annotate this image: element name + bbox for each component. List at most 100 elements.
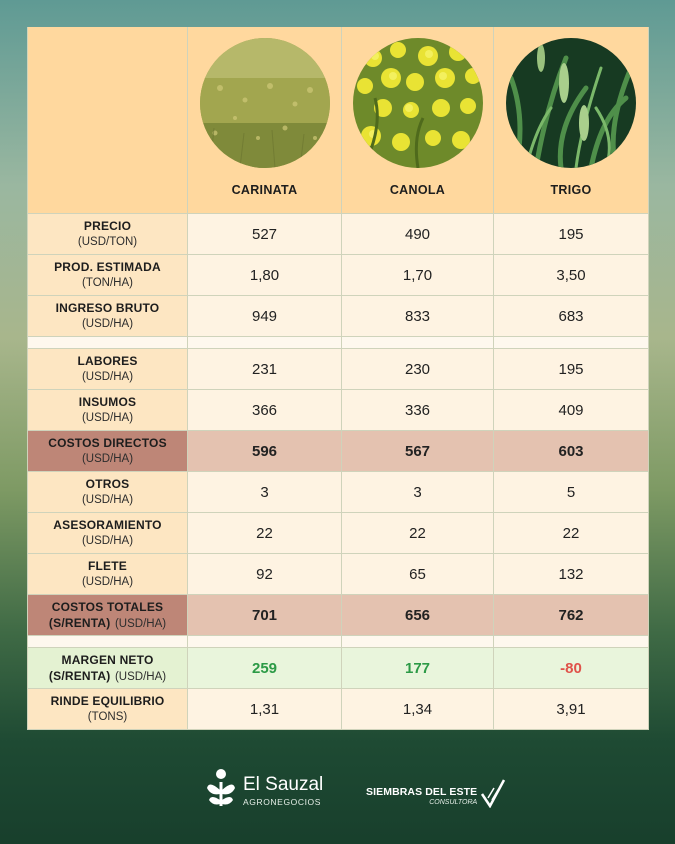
row-unit: (USD/HA) bbox=[81, 318, 134, 330]
row-costos-directos: COSTOS DIRECTOS (USD/HA) 596 567 603 bbox=[27, 431, 649, 472]
value-carinata: 231 bbox=[188, 349, 342, 390]
spacer-cell bbox=[188, 337, 342, 349]
value-carinata: 527 bbox=[188, 214, 342, 255]
row-label: PROD. ESTIMADA (TON/HA) bbox=[27, 255, 188, 296]
value-canola: 3 bbox=[342, 472, 494, 513]
column-title-canola: CANOLA bbox=[389, 183, 446, 197]
value-carinata: 3 bbox=[188, 472, 342, 513]
value-canola: 1,70 bbox=[342, 255, 494, 296]
footer-logos: El Sauzal AGRONEGOCIOS SIEMBRAS DEL ESTE… bbox=[0, 766, 675, 816]
row-unit: (USD/HA) bbox=[81, 412, 134, 424]
value-canola: 22 bbox=[342, 513, 494, 554]
header-trigo: TRIGO bbox=[494, 27, 649, 214]
value-trigo: 683 bbox=[494, 296, 649, 337]
column-title-carinata: CARINATA bbox=[231, 183, 298, 197]
el-sauzal-name: El Sauzal bbox=[243, 773, 324, 795]
spacer-row bbox=[27, 337, 649, 349]
row-costos-totales: COSTOS TOTALES (S/RENTA) (USD/HA) 701 65… bbox=[27, 595, 649, 636]
header-empty-cell bbox=[27, 27, 188, 214]
value-trigo: 603 bbox=[494, 431, 649, 472]
value-canola: 567 bbox=[342, 431, 494, 472]
column-title-trigo: TRIGO bbox=[550, 183, 592, 197]
row-asesoramiento: ASESORAMIENTO (USD/HA) 22 22 22 bbox=[27, 513, 649, 554]
row-label: COSTOS TOTALES (S/RENTA) (USD/HA) bbox=[27, 595, 188, 636]
value-canola: 490 bbox=[342, 214, 494, 255]
row-label: RINDE EQUILIBRIO (TONS) bbox=[27, 689, 188, 730]
checkmark-wheat-icon bbox=[480, 778, 506, 813]
row-unit: (USD/HA) bbox=[114, 670, 167, 683]
row-prod-estimada: PROD. ESTIMADA (TON/HA) 1,80 1,70 3,50 bbox=[27, 255, 649, 296]
spacer-cell bbox=[27, 337, 188, 349]
value-canola: 336 bbox=[342, 390, 494, 431]
row-subtitle-line: (S/RENTA) (USD/HA) bbox=[49, 615, 166, 632]
value-trigo: 195 bbox=[494, 214, 649, 255]
el-sauzal-subtitle: AGRONEGOCIOS bbox=[243, 796, 322, 807]
value-carinata: 701 bbox=[188, 595, 342, 636]
row-label: MARGEN NETO (S/RENTA) (USD/HA) bbox=[27, 648, 188, 689]
row-title: ASESORAMIENTO bbox=[53, 518, 162, 532]
row-label: INGRESO BRUTO (USD/HA) bbox=[27, 296, 188, 337]
value-carinata: 596 bbox=[188, 431, 342, 472]
spacer-cell bbox=[342, 337, 494, 349]
value-canola: 230 bbox=[342, 349, 494, 390]
row-title: LABORES bbox=[77, 354, 138, 368]
row-unit: (TON/HA) bbox=[82, 277, 133, 289]
row-precio: PRECIO (USD/TON) 527 490 195 bbox=[27, 214, 649, 255]
row-title: COSTOS TOTALES bbox=[51, 599, 164, 614]
row-unit: (TONS) bbox=[87, 711, 128, 723]
row-title: PROD. ESTIMADA bbox=[54, 260, 161, 274]
row-title: MARGEN NETO bbox=[61, 652, 154, 667]
value-trigo: 3,50 bbox=[494, 255, 649, 296]
value-trigo: 409 bbox=[494, 390, 649, 431]
value-canola: 833 bbox=[342, 296, 494, 337]
spacer-cell bbox=[27, 636, 188, 648]
value-canola: 1,34 bbox=[342, 689, 494, 730]
row-title-2: (S/RENTA) bbox=[48, 615, 111, 630]
row-ingreso-bruto: INGRESO BRUTO (USD/HA) 949 833 683 bbox=[27, 296, 649, 337]
value-trigo: 195 bbox=[494, 349, 649, 390]
row-title-2: (S/RENTA) bbox=[48, 668, 111, 683]
value-trigo: 762 bbox=[494, 595, 649, 636]
row-title: RINDE EQUILIBRIO bbox=[50, 694, 165, 708]
row-title: OTROS bbox=[85, 477, 130, 491]
row-label: FLETE (USD/HA) bbox=[27, 554, 188, 595]
value-carinata: 1,80 bbox=[188, 255, 342, 296]
spacer-cell bbox=[342, 636, 494, 648]
row-unit: (USD/HA) bbox=[81, 576, 134, 588]
row-subtitle-line: (S/RENTA) (USD/HA) bbox=[49, 668, 166, 685]
comparison-table: CARINATA bbox=[27, 27, 649, 730]
row-label: ASESORAMIENTO (USD/HA) bbox=[27, 513, 188, 554]
value-carinata: 1,31 bbox=[188, 689, 342, 730]
el-sauzal-logo: El Sauzal AGRONEGOCIOS bbox=[205, 768, 323, 813]
row-unit: (USD/HA) bbox=[114, 617, 167, 630]
row-labores: LABORES (USD/HA) 231 230 195 bbox=[27, 349, 649, 390]
row-insumos: INSUMOS (USD/HA) 366 336 409 bbox=[27, 390, 649, 431]
row-flete: FLETE (USD/HA) 92 65 132 bbox=[27, 554, 649, 595]
row-unit: (USD/HA) bbox=[81, 494, 134, 506]
spacer-cell bbox=[188, 636, 342, 648]
canola-flower-image bbox=[352, 38, 483, 168]
row-unit: (USD/TON) bbox=[77, 236, 138, 248]
spacer-cell bbox=[494, 636, 649, 648]
row-label: LABORES (USD/HA) bbox=[27, 349, 188, 390]
value-carinata: 22 bbox=[188, 513, 342, 554]
row-title: COSTOS DIRECTOS bbox=[48, 436, 167, 450]
row-title: PRECIO bbox=[83, 219, 132, 233]
value-carinata: 92 bbox=[188, 554, 342, 595]
carinata-field-image bbox=[199, 38, 330, 168]
row-unit: (USD/HA) bbox=[81, 535, 134, 547]
value-trigo: 132 bbox=[494, 554, 649, 595]
siembras-del-este-logo: SIEMBRAS DEL ESTE CONSULTORA bbox=[366, 778, 506, 813]
header-canola: CANOLA bbox=[342, 27, 494, 214]
value-canola: 177 bbox=[342, 648, 494, 689]
row-margen-neto: MARGEN NETO (S/RENTA) (USD/HA) 259 177 -… bbox=[27, 648, 649, 689]
value-canola: 65 bbox=[342, 554, 494, 595]
row-otros: OTROS (USD/HA) 3 3 5 bbox=[27, 472, 649, 513]
row-label: INSUMOS (USD/HA) bbox=[27, 390, 188, 431]
row-unit: (USD/HA) bbox=[81, 453, 134, 465]
trigo-wheat-image bbox=[506, 38, 636, 168]
row-rinde-equilibrio: RINDE EQUILIBRIO (TONS) 1,31 1,34 3,91 bbox=[27, 689, 649, 730]
plant-leaf-icon bbox=[205, 768, 237, 813]
value-carinata: 949 bbox=[188, 296, 342, 337]
spacer-cell bbox=[494, 337, 649, 349]
